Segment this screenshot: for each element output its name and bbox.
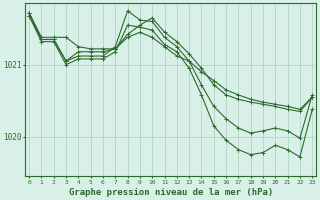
X-axis label: Graphe pression niveau de la mer (hPa): Graphe pression niveau de la mer (hPa) (68, 188, 273, 197)
